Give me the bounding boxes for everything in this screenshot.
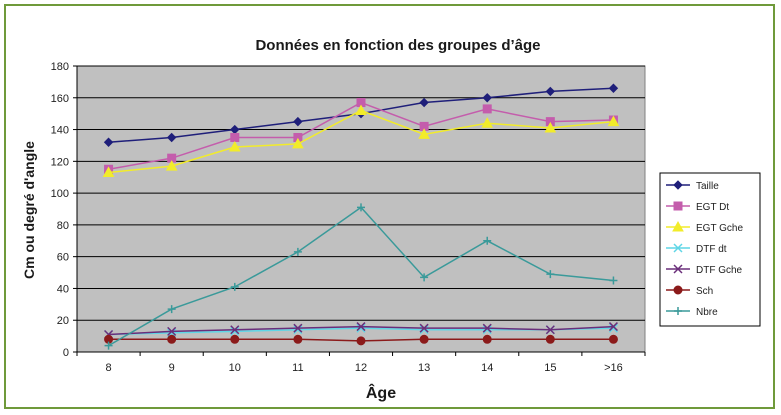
y-tick-label: 40 bbox=[57, 283, 69, 295]
legend-swatch-marker bbox=[673, 243, 683, 253]
y-tick-label: 60 bbox=[57, 252, 69, 264]
data-point bbox=[419, 334, 429, 344]
data-point bbox=[481, 117, 494, 128]
x-tick-label: 9 bbox=[169, 362, 175, 374]
data-point bbox=[102, 166, 115, 177]
data-point bbox=[609, 276, 618, 285]
legend-label: DTF dt bbox=[696, 244, 727, 255]
data-point bbox=[483, 236, 492, 245]
data-point bbox=[167, 305, 176, 314]
data-point bbox=[355, 104, 367, 115]
y-tick-label: 120 bbox=[51, 156, 69, 168]
data-point bbox=[230, 133, 240, 142]
y-tick-label: 140 bbox=[51, 125, 69, 137]
data-point bbox=[356, 322, 366, 332]
y-tick-label: 100 bbox=[51, 188, 69, 200]
y-tick-label: 20 bbox=[57, 315, 69, 327]
y-tick-label: 160 bbox=[51, 93, 69, 105]
y-tick-label: 0 bbox=[63, 347, 69, 359]
data-point bbox=[293, 323, 303, 333]
data-point bbox=[230, 325, 240, 335]
legend-label: DTF Gche bbox=[696, 265, 743, 276]
data-point bbox=[482, 323, 492, 333]
data-point bbox=[293, 334, 303, 344]
data-point bbox=[165, 160, 178, 171]
data-point bbox=[230, 334, 240, 344]
legend-label: EGT Dt bbox=[696, 202, 729, 213]
legend-label: Sch bbox=[696, 286, 713, 297]
data-point bbox=[419, 97, 429, 108]
data-point bbox=[230, 326, 240, 336]
data-point bbox=[545, 334, 555, 344]
data-point bbox=[167, 328, 177, 338]
x-tick-label: 13 bbox=[418, 362, 430, 374]
x-tick-label: 12 bbox=[355, 362, 367, 374]
data-point bbox=[607, 115, 620, 127]
x-tick-label: 14 bbox=[481, 362, 493, 374]
x-axis-label: Âge bbox=[366, 383, 396, 402]
plot-area: 0 20 40 60 80 100 120 140 160 180 8 9 10 11 12 13 14 15 >1… bbox=[51, 61, 646, 374]
data-point bbox=[608, 83, 619, 93]
x-tick-label: >16 bbox=[604, 362, 623, 374]
legend-swatch-marker bbox=[673, 264, 683, 274]
data-point bbox=[545, 86, 556, 97]
data-point bbox=[293, 247, 302, 256]
legend-swatch-marker bbox=[673, 180, 683, 190]
data-point bbox=[608, 334, 618, 344]
legend-swatch-marker bbox=[674, 307, 682, 315]
x-tick-label: 10 bbox=[229, 362, 241, 374]
x-tick-label: 15 bbox=[544, 362, 556, 374]
data-point bbox=[167, 326, 177, 336]
data-point bbox=[104, 341, 113, 350]
legend-swatch-marker bbox=[673, 285, 683, 295]
data-point bbox=[608, 322, 618, 332]
data-point bbox=[103, 137, 114, 147]
data-point bbox=[544, 121, 557, 133]
data-point bbox=[293, 325, 303, 335]
data-point bbox=[230, 282, 239, 291]
y-axis-label: Cm ou degré d'angle bbox=[21, 141, 37, 279]
data-point bbox=[420, 273, 429, 282]
data-point bbox=[546, 270, 555, 279]
data-point bbox=[482, 93, 492, 103]
data-point bbox=[482, 325, 492, 335]
data-point bbox=[357, 203, 365, 212]
data-point bbox=[166, 132, 177, 143]
data-point bbox=[419, 323, 429, 333]
legend-label: EGT Gche bbox=[696, 223, 743, 234]
data-point bbox=[545, 325, 555, 335]
legend-label: Nbre bbox=[696, 307, 718, 318]
data-point bbox=[292, 137, 304, 149]
data-point bbox=[608, 323, 618, 333]
chart-title: Données en fonction des groupes d’âge bbox=[255, 37, 540, 54]
data-point bbox=[482, 334, 492, 344]
data-point bbox=[356, 336, 366, 346]
y-tick-label: 180 bbox=[51, 61, 69, 73]
data-point bbox=[482, 104, 492, 114]
data-point bbox=[418, 128, 430, 139]
x-tick-label: 8 bbox=[105, 362, 111, 374]
data-point bbox=[167, 334, 177, 344]
data-point bbox=[419, 325, 429, 335]
legend-label: Taille bbox=[696, 181, 719, 192]
legend: Taille EGT Dt EGT Gche DTF dt DTF Gche Sch Nbr… bbox=[659, 172, 761, 327]
y-tick-label: 80 bbox=[57, 220, 69, 232]
legend-swatch-marker bbox=[673, 201, 683, 211]
data-point bbox=[293, 116, 303, 127]
data-point bbox=[228, 141, 241, 152]
legend-swatch-marker bbox=[672, 220, 684, 232]
x-tick-label: 11 bbox=[292, 362, 303, 374]
data-point bbox=[356, 323, 366, 333]
